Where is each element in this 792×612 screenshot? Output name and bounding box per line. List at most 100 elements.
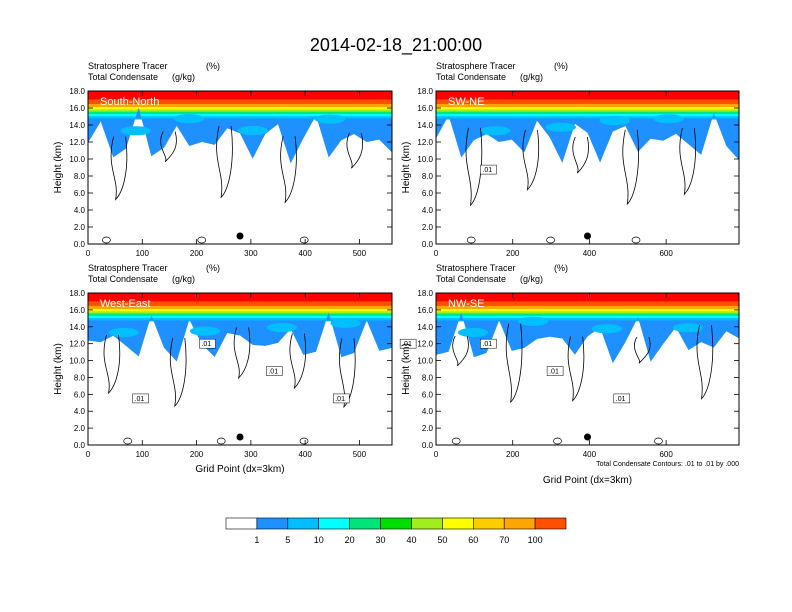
x-tick-label: 600 (659, 450, 673, 459)
condensate-contour-low (299, 236, 309, 244)
x-tick-label: 600 (659, 249, 673, 258)
x-axis-label: Grid Point (dx=3km) (543, 475, 632, 486)
x-tick-label: 200 (190, 450, 204, 459)
x-tick-label: 200 (506, 249, 520, 258)
colorbar-box (380, 517, 412, 530)
tracer-region-5pct (237, 125, 268, 136)
y-tick-label: 8.0 (74, 172, 86, 181)
panel-label-condensate: Total Condensate (88, 72, 158, 82)
y-tick-label: 16.0 (69, 104, 85, 113)
y-tick-label: 14.0 (69, 121, 85, 130)
contour-label: .01 (135, 396, 145, 403)
tracer-region-5pct (330, 318, 361, 328)
colorbar-box (411, 517, 443, 530)
x-tick-label: 400 (583, 249, 597, 258)
contour-label: .01 (402, 341, 412, 348)
condensate-contour (103, 334, 121, 395)
tracer-band (436, 104, 739, 109)
condensate-contour-low (123, 437, 133, 445)
condensate-contour-low (466, 236, 476, 244)
tracer-band (436, 318, 739, 322)
tracer-region-5pct (189, 326, 221, 336)
condensate-contour (346, 132, 364, 169)
x-tick-label: 0 (86, 450, 91, 459)
y-tick-label: 4.0 (422, 206, 434, 215)
condensate-contour-low (299, 437, 309, 445)
colorbar-box (503, 517, 536, 530)
tracer-region-1pct (436, 312, 739, 364)
condensate-contour-low (216, 437, 226, 445)
x-tick-label: 100 (136, 249, 150, 258)
panel-label-tracer-unit: (%) (206, 263, 220, 273)
y-tick-label: 4.0 (422, 407, 434, 416)
tracer-region-1pct (436, 113, 739, 163)
tracer-band (88, 104, 392, 109)
section-label: NW-SE (448, 298, 484, 310)
condensate-contour-low (451, 437, 461, 445)
tracer-band (88, 107, 392, 111)
tracer-region-5pct (266, 322, 298, 333)
tracer-band (88, 293, 392, 303)
y-tick-label: 18.0 (69, 87, 85, 96)
panel-label-tracer: Stratosphere Tracer (88, 263, 168, 273)
x-tick-label: 200 (506, 450, 520, 459)
y-tick-label: 8.0 (74, 373, 86, 382)
tracer-band (436, 305, 739, 310)
figure-title: 2014-02-18_21:00:00 (310, 35, 482, 56)
condensate-contour (110, 136, 128, 201)
tracer-band (436, 313, 739, 317)
condensate-contour-low (197, 236, 207, 244)
tracer-band (88, 313, 392, 317)
contour-label-box (546, 366, 564, 376)
y-axis-label: Height (km) (401, 343, 412, 395)
tracer-band (88, 113, 392, 118)
y-tick-label: 18.0 (417, 87, 433, 96)
colorbar-box (287, 517, 319, 530)
contour-label: .01 (335, 396, 345, 403)
contour-label: .01 (549, 369, 559, 376)
tracer-band (88, 109, 392, 113)
tracer-region-5pct (653, 114, 684, 124)
contour-label: .01 (482, 167, 492, 174)
y-tick-label: 18.0 (69, 289, 85, 298)
condensate-contour (679, 128, 696, 196)
y-axis-label: Height (km) (53, 142, 64, 194)
y-tick-label: 12.0 (69, 138, 85, 147)
x-tick-label: 200 (190, 249, 204, 258)
panel-label-condensate: Total Condensate (436, 274, 506, 284)
condensate-contour (280, 136, 297, 204)
x-tick-label: 400 (298, 249, 312, 258)
y-tick-label: 10.0 (69, 357, 85, 366)
y-tick-label: 12.0 (417, 340, 433, 349)
contour-label-box (399, 338, 417, 349)
panel-label-condensate-unit: (g/kg) (520, 72, 543, 82)
condensate-contour (233, 327, 251, 380)
panel-label-tracer: Stratosphere Tracer (436, 61, 516, 71)
y-tick-label: 6.0 (74, 189, 86, 198)
condensate-contour-low (102, 236, 111, 244)
colorbar-label: 70 (499, 535, 509, 545)
contour-label: .01 (616, 396, 626, 403)
y-tick-label: 8.0 (422, 172, 434, 181)
contour-label: .01 (482, 341, 492, 348)
y-tick-label: 0.0 (74, 441, 86, 450)
y-tick-label: 6.0 (422, 189, 434, 198)
x-tick-label: 300 (244, 450, 258, 459)
y-tick-label: 6.0 (422, 390, 434, 399)
contour-label: .01 (201, 341, 211, 348)
condensate-contour (338, 338, 356, 409)
y-tick-label: 12.0 (69, 340, 85, 349)
x-tick-label: 500 (353, 249, 367, 258)
contour-label-box (613, 393, 631, 404)
condensate-contour (634, 336, 651, 364)
contour-label: .01 (268, 369, 278, 376)
condensate-contour (522, 129, 540, 191)
tracer-band (88, 301, 392, 307)
tracer-band (436, 109, 739, 113)
colorbar-label: 30 (375, 535, 385, 545)
tracer-band (88, 116, 392, 120)
y-tick-label: 12.0 (417, 138, 433, 147)
panel-3: Stratosphere Tracer (%) Total Condensate (g… (53, 263, 417, 475)
